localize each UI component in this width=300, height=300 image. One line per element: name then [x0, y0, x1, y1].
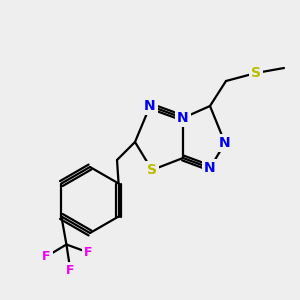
Text: F: F — [84, 246, 93, 259]
Text: F: F — [42, 250, 51, 263]
Text: N: N — [144, 99, 156, 113]
Text: N: N — [219, 136, 231, 150]
Text: S: S — [147, 163, 157, 177]
Text: F: F — [66, 264, 75, 277]
Text: N: N — [177, 111, 189, 125]
Text: S: S — [251, 66, 261, 80]
Text: N: N — [204, 161, 216, 175]
